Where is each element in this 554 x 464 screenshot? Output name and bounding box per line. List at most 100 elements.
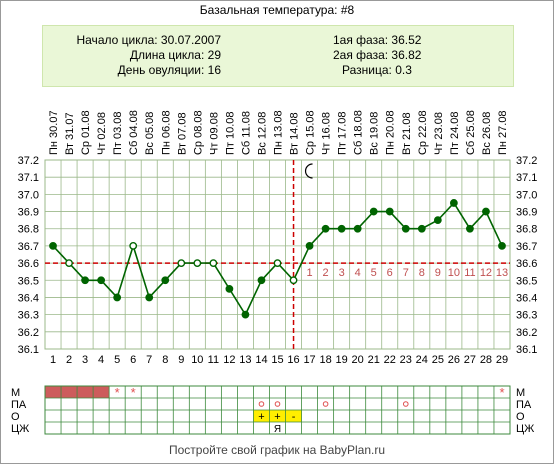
y-tick-label-left: 37.2 — [18, 155, 39, 167]
data-point — [81, 276, 89, 285]
x-tick-label: 18 — [319, 354, 331, 366]
chart-title: Базальная температура: #8 — [199, 3, 355, 17]
date-label: Вс 12.08 — [256, 112, 268, 155]
y-tick-label-left: 36.6 — [18, 258, 39, 270]
date-label: Вт 21.08 — [401, 112, 413, 155]
date-label: Вс 26.08 — [481, 112, 493, 155]
date-label: Чт 23.08 — [433, 112, 445, 155]
data-point — [129, 242, 138, 250]
pa-circle-icon — [274, 401, 281, 407]
data-point — [417, 224, 426, 233]
x-tick-label: 4 — [98, 354, 104, 366]
y-tick-label-left: 36.8 — [18, 224, 39, 236]
o-cell-text: + — [258, 411, 264, 423]
date-label: Вс 19.08 — [369, 112, 381, 155]
data-point — [113, 293, 122, 302]
o-cell-text: + — [274, 411, 280, 423]
date-label: Сб 18.08 — [353, 110, 365, 155]
data-point — [433, 216, 442, 225]
phase2-day-label: 13 — [496, 267, 508, 279]
m-star-icon: * — [115, 385, 120, 400]
crescent-moon-icon — [304, 163, 313, 179]
date-label: Пн 06.08 — [160, 110, 172, 155]
x-tick-label: 14 — [255, 354, 267, 366]
row-label-left: М — [11, 387, 20, 399]
y-tick-label-left: 36.4 — [18, 292, 39, 304]
o-cell-highlight — [253, 410, 270, 422]
x-tick-label: 11 — [208, 354, 219, 366]
row-label-right: ПА — [516, 399, 532, 411]
date-label: Пт 10.08 — [224, 111, 236, 155]
x-tick-label: 28 — [480, 354, 492, 366]
date-label: Сб 25.08 — [465, 110, 477, 155]
data-point — [498, 242, 506, 250]
y-tick-label-right: 36.8 — [516, 224, 537, 236]
m-star-icon: * — [499, 385, 504, 400]
data-point — [97, 276, 106, 285]
date-label: Пт 24.08 — [449, 111, 461, 155]
row-label-right: М — [516, 387, 525, 399]
footer-link-text[interactable]: Постройте свой график на BabyPlan.ru — [168, 443, 386, 457]
difference-text: Разница: 0.3 — [342, 63, 412, 77]
y-tick-label-right: 37.0 — [516, 189, 537, 201]
x-tick-label: 7 — [146, 354, 152, 366]
x-tick-label: 22 — [384, 354, 396, 366]
date-label: Пт 17.08 — [337, 111, 349, 155]
row-label-left: ПА — [11, 399, 27, 411]
m-star-icon: * — [131, 385, 136, 400]
x-tick-label: 15 — [271, 354, 283, 366]
x-tick-label: 3 — [82, 354, 88, 366]
pa-circle-icon — [402, 401, 409, 407]
x-tick-label: 29 — [496, 354, 508, 366]
data-point — [209, 259, 218, 267]
date-label: Ср 08.08 — [192, 110, 204, 155]
date-label: Чт 09.08 — [208, 112, 220, 155]
data-point — [482, 207, 490, 216]
y-tick-label-left: 36.2 — [18, 327, 39, 339]
phase2-day-label: 9 — [435, 267, 441, 279]
y-tick-label-right: 36.2 — [516, 327, 537, 339]
x-tick-label: 23 — [400, 354, 412, 366]
y-tick-label-right: 37.2 — [516, 155, 537, 167]
y-tick-label-right: 36.3 — [516, 310, 537, 322]
x-tick-label: 16 — [287, 354, 299, 366]
x-tick-label: 27 — [464, 354, 476, 366]
ovulation-day-text: День овуляции: 16 — [117, 63, 221, 77]
date-label: Сб 11.08 — [240, 111, 252, 155]
phase2-day-label: 10 — [448, 267, 460, 279]
y-tick-label-right: 36.6 — [516, 258, 537, 270]
x-tick-label: 10 — [191, 354, 203, 366]
phase2-day-label: 6 — [387, 267, 393, 279]
y-tick-label-left: 37.0 — [18, 189, 39, 201]
phase2-day-label: 8 — [419, 267, 425, 279]
data-point — [225, 284, 234, 293]
phase2-day-label: 11 — [464, 267, 475, 279]
data-point — [353, 224, 362, 233]
y-tick-label-left: 36.5 — [18, 275, 39, 287]
data-point — [273, 259, 282, 267]
data-point — [49, 242, 57, 250]
cz-cell-text: Я — [274, 424, 281, 435]
data-point — [177, 259, 186, 267]
date-label: Чт 02.08 — [96, 112, 108, 155]
phase2-day-label: 12 — [480, 267, 492, 279]
x-tick-label: 19 — [336, 354, 348, 366]
x-tick-label: 17 — [303, 354, 315, 366]
y-tick-label-right: 36.7 — [516, 241, 537, 253]
phase2-text: 2ая фаза: 36.82 — [333, 48, 422, 62]
data-point — [65, 259, 73, 267]
x-tick-label: 25 — [432, 354, 444, 366]
date-label: Ср 22.08 — [417, 110, 429, 155]
phase2-day-label: 2 — [323, 267, 329, 279]
x-tick-label: 6 — [130, 354, 136, 366]
y-tick-label-left: 37.1 — [18, 172, 39, 184]
phase1-text: 1ая фаза: 36.52 — [333, 33, 422, 47]
x-tick-label: 1 — [50, 354, 56, 366]
o-cell-text: - — [292, 411, 296, 423]
x-tick-label: 8 — [162, 354, 168, 366]
y-tick-label-left: 36.3 — [18, 310, 39, 322]
phase2-day-label: 4 — [355, 267, 361, 279]
row-label-right: ЦЖ — [516, 423, 534, 435]
